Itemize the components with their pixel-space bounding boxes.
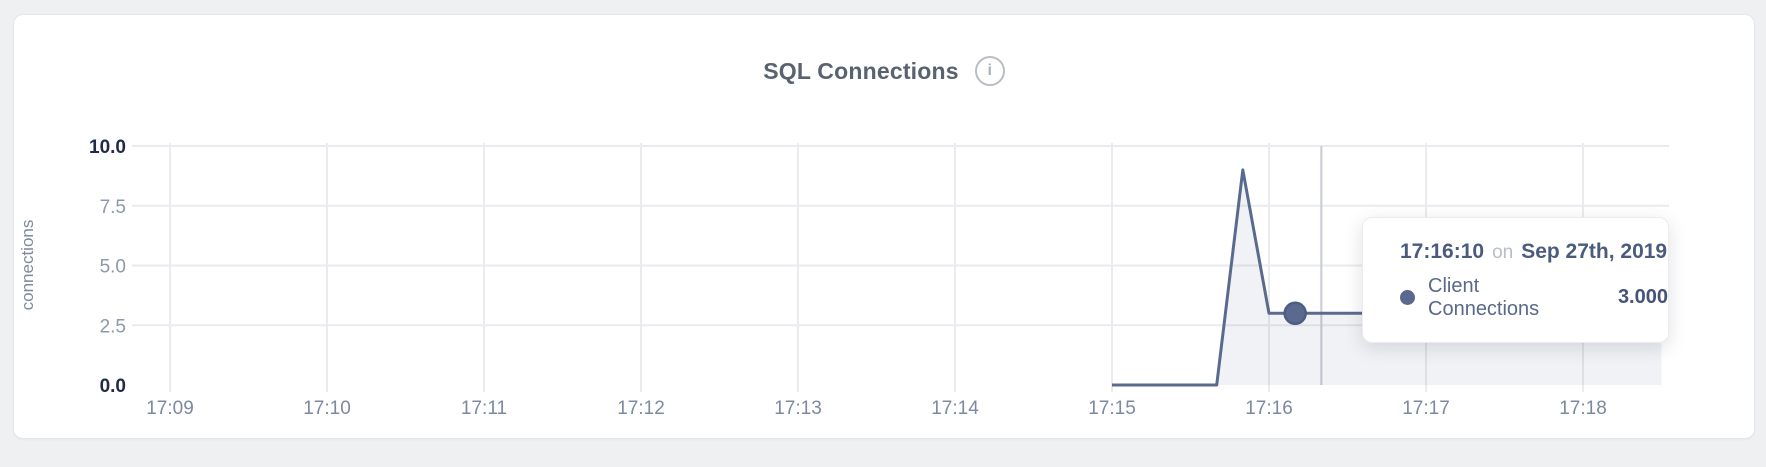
- chart-tooltip: 17:16:10 on Sep 27th, 2019 Client Connec…: [1362, 217, 1669, 343]
- tooltip-series-label: Client Connections: [1428, 274, 1540, 320]
- tooltip-header: 17:16:10 on Sep 27th, 2019: [1400, 240, 1668, 264]
- tooltip-preposition: on: [1492, 241, 1514, 263]
- x-tick-label: 17:10: [303, 398, 351, 419]
- y-tick-label: 0.0: [100, 376, 126, 397]
- x-tick-label: 17:14: [931, 398, 979, 419]
- x-tick-label: 17:16: [1245, 398, 1293, 419]
- info-icon[interactable]: i: [974, 56, 1005, 86]
- x-tick-label: 17:18: [1559, 398, 1607, 419]
- card-header: SQL Connections i: [14, 53, 1754, 89]
- page: SQL Connections i connections 17:09 17:10…: [13, 14, 1755, 439]
- y-tick-label: 7.5: [100, 197, 126, 218]
- y-tick-label: 10.0: [89, 137, 126, 158]
- x-tick-label: 17:12: [617, 398, 665, 419]
- tooltip-date: Sep 27th, 2019: [1521, 239, 1668, 263]
- x-tick-label: 17:11: [461, 398, 507, 419]
- x-tick-label: 17:13: [774, 398, 822, 419]
- x-tick-label: 17:17: [1402, 398, 1450, 419]
- sql-connections-card: SQL Connections i connections 17:09 17:10…: [13, 14, 1755, 439]
- y-tick-label: 2.5: [100, 316, 126, 337]
- hover-point-dot: [1283, 301, 1307, 326]
- tooltip-series-row: Client Connections 3.000: [1400, 275, 1668, 321]
- tooltip-time: 17:16:10: [1400, 239, 1485, 263]
- x-tick-label: 17:15: [1088, 398, 1136, 419]
- y-tick-label: 5.0: [100, 257, 126, 278]
- chart-title: SQL Connections: [763, 57, 959, 84]
- tooltip-value: 3.000: [1617, 286, 1668, 308]
- x-tick-label: 17:09: [146, 398, 194, 419]
- series-bullet-icon: [1400, 290, 1415, 305]
